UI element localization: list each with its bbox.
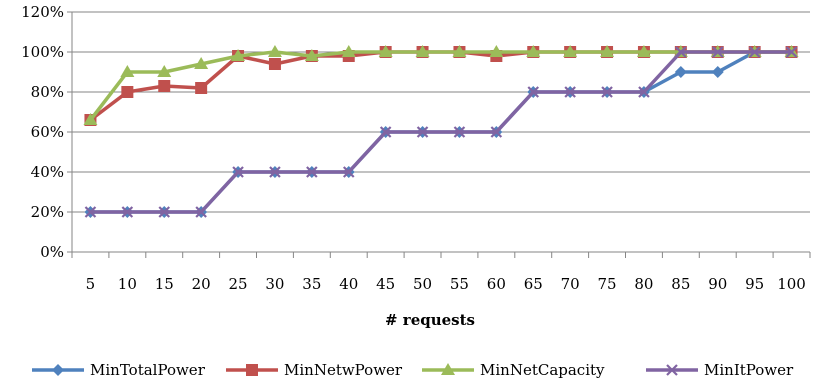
x-tick-label: 55 — [450, 275, 469, 293]
x-tick-label: 100 — [777, 275, 806, 293]
data-point — [638, 86, 650, 98]
legend-item: MinNetwPower — [226, 361, 403, 379]
data-point — [342, 166, 355, 178]
x-tick-label: 50 — [413, 275, 432, 293]
data-point — [601, 86, 613, 98]
data-point — [675, 46, 687, 58]
x-tick-label: 10 — [118, 275, 137, 293]
x-axis-title: # requests — [385, 311, 475, 329]
data-point — [490, 126, 503, 138]
data-point — [527, 86, 540, 98]
x-tick-label: 35 — [302, 275, 321, 293]
data-point — [84, 206, 97, 218]
data-point — [378, 45, 393, 57]
data-point — [526, 45, 541, 57]
data-point — [711, 66, 724, 78]
y-tick-label: 120% — [21, 3, 64, 21]
legend: MinTotalPower MinNetwPower MinNetCapacity M… — [32, 361, 794, 379]
x-tick-label: 70 — [561, 275, 580, 293]
series-MinNetwPower — [84, 46, 798, 126]
x-tick-label: 85 — [671, 275, 690, 293]
legend-marker — [666, 364, 678, 376]
data-point — [636, 45, 651, 57]
y-tick-label: 40% — [31, 163, 64, 181]
data-point — [121, 206, 134, 218]
data-point — [232, 166, 244, 178]
data-point — [415, 45, 430, 57]
data-point — [195, 206, 207, 218]
legend-label: MinItPower — [704, 361, 794, 379]
data-point — [489, 45, 504, 57]
legend-label: MinTotalPower — [90, 361, 206, 379]
x-tick-label: 65 — [524, 275, 543, 293]
data-point — [120, 65, 135, 77]
data-point — [341, 45, 356, 57]
x-tick-label: 95 — [745, 275, 764, 293]
data-point — [267, 45, 282, 57]
data-point — [158, 80, 171, 92]
data-point — [452, 45, 467, 57]
data-point — [564, 86, 576, 98]
x-tick-label: 90 — [708, 275, 727, 293]
data-point — [304, 49, 319, 61]
series-line — [90, 50, 792, 214]
legend-item: MinTotalPower — [32, 361, 206, 379]
data-point — [563, 45, 578, 57]
x-tick-label: 80 — [634, 275, 653, 293]
x-tick-label: 40 — [339, 275, 358, 293]
data-point — [158, 206, 171, 218]
axes — [67, 11, 811, 258]
y-tick-label: 100% — [21, 43, 64, 61]
data-point — [194, 57, 209, 69]
x-tick-label: 60 — [487, 275, 506, 293]
y-tick-label: 20% — [31, 203, 64, 221]
data-point — [195, 82, 208, 94]
data-point — [121, 86, 134, 98]
x-tick-label: 25 — [229, 275, 248, 293]
data-point — [83, 113, 98, 125]
data-point — [711, 46, 724, 58]
data-point — [379, 126, 392, 138]
series-line — [89, 50, 792, 122]
legend-label: MinNetwPower — [284, 361, 403, 379]
x-tick-label: 30 — [265, 275, 284, 293]
legend-item: MinItPower — [646, 361, 794, 379]
legend-item: MinNetCapacity — [422, 361, 605, 379]
y-tick-label: 80% — [31, 83, 64, 101]
x-tick-label: 45 — [376, 275, 395, 293]
data-point — [785, 46, 798, 58]
x-tick-label: 5 — [86, 275, 96, 293]
legend-label: MinNetCapacity — [480, 361, 605, 379]
series-group — [83, 45, 799, 218]
data-point — [157, 65, 172, 77]
y-tick-label: 60% — [31, 123, 64, 141]
data-point — [416, 126, 429, 138]
data-point — [453, 126, 466, 138]
data-point — [748, 46, 761, 58]
legend-marker — [246, 364, 258, 376]
data-point — [674, 66, 687, 78]
data-point — [231, 49, 246, 61]
legend-marker — [441, 363, 455, 375]
y-tick-label: 0% — [40, 243, 64, 261]
grid-lines — [72, 11, 810, 213]
data-point — [306, 166, 318, 178]
data-point — [269, 166, 281, 178]
x-tick-label: 20 — [192, 275, 211, 293]
tick-labels: 0% 20% 40% 60% 80% 100% 120% 5 10 15 20 25 30 35 40 45 5… — [21, 3, 806, 293]
series-MinItPower — [84, 46, 798, 218]
x-tick-label: 75 — [598, 275, 617, 293]
legend-marker — [52, 364, 64, 376]
x-tick-label: 15 — [155, 275, 174, 293]
data-point — [600, 45, 615, 57]
series-MinNetCapacity — [83, 45, 799, 125]
data-point — [268, 58, 281, 70]
